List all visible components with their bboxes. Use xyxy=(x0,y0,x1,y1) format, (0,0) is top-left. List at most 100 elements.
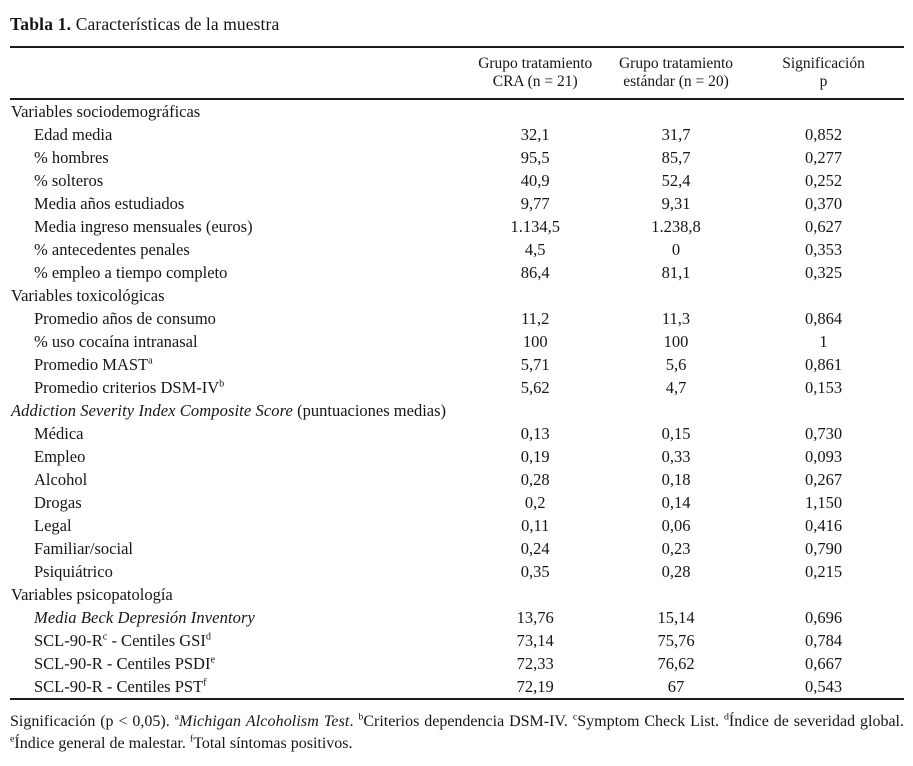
value-cra: 1.134,5 xyxy=(510,217,560,236)
value-cra: 4,5 xyxy=(524,240,546,259)
table-row: Médica 0,13 0,15 0,730 xyxy=(10,422,904,445)
row-label: SCL-90-R - Centiles PSTf xyxy=(34,677,207,696)
value-cra: 5,71 xyxy=(520,355,550,374)
row-label: Media ingreso mensuales (euros) xyxy=(34,217,253,236)
header-col-estandar: Grupo tratamiento estándar (n = 20) xyxy=(608,47,744,100)
row-label: Drogas xyxy=(34,493,82,512)
header-col-estandar-line1: Grupo tratamiento xyxy=(618,55,734,72)
table-row: % solteros 40,9 52,4 0,252 xyxy=(10,169,904,192)
header-row: Grupo tratamiento CRA (n = 21) Grupo tra… xyxy=(10,47,904,100)
value-cra: 95,5 xyxy=(520,148,550,167)
value-estandar: 81,1 xyxy=(661,263,691,282)
value-p: 0,215 xyxy=(804,562,843,581)
value-estandar: 0,28 xyxy=(661,562,691,581)
header-col-significacion-line1: Significación xyxy=(782,55,865,72)
table-row: Legal 0,11 0,06 0,416 xyxy=(10,514,904,537)
value-estandar: 4,7 xyxy=(665,378,687,397)
value-estandar: 67 xyxy=(667,677,685,696)
value-p: 0,864 xyxy=(804,309,843,328)
table-title-number: Tabla 1. xyxy=(10,14,72,34)
table-row: Edad media 32,1 31,7 0,852 xyxy=(10,123,904,146)
section-title: Addiction Severity Index Composite Score… xyxy=(11,401,447,420)
table-row: Empleo 0,19 0,33 0,093 xyxy=(10,445,904,468)
value-p: 0,730 xyxy=(804,424,843,443)
value-estandar: 100 xyxy=(663,332,689,351)
row-label: % uso cocaína intranasal xyxy=(34,332,198,351)
row-label: Alcohol xyxy=(34,470,88,489)
value-p: 0,153 xyxy=(804,378,843,397)
row-label: % empleo a tiempo completo xyxy=(34,263,228,282)
value-cra: 0,11 xyxy=(521,516,550,535)
value-estandar: 0,23 xyxy=(661,539,691,558)
section-row: Addiction Severity Index Composite Score… xyxy=(10,399,904,422)
value-p: 1,150 xyxy=(804,493,843,512)
row-label: Edad media xyxy=(34,125,113,144)
header-col-cra: Grupo tratamiento CRA (n = 21) xyxy=(461,47,609,100)
value-cra: 0,24 xyxy=(520,539,550,558)
value-cra: 0,13 xyxy=(520,424,550,443)
value-p: 0,543 xyxy=(804,677,843,696)
value-p: 0,325 xyxy=(804,263,843,282)
value-estandar: 0,33 xyxy=(661,447,691,466)
row-label: % antecedentes penales xyxy=(34,240,190,259)
value-cra: 0,19 xyxy=(520,447,550,466)
table-title-text: Características de la muestra xyxy=(75,14,280,34)
value-cra: 73,14 xyxy=(516,631,554,650)
table-row: Psiquiátrico 0,35 0,28 0,215 xyxy=(10,560,904,583)
table-row: SCL-90-R - Centiles PSDIe 72,33 76,62 0,667 xyxy=(10,652,904,675)
section-row: Variables toxicológicas xyxy=(10,284,904,307)
row-label: Médica xyxy=(34,424,84,443)
value-estandar: 0,15 xyxy=(661,424,691,443)
value-estandar: 15,14 xyxy=(657,608,695,627)
value-p: 0,252 xyxy=(804,171,843,190)
value-p: 0,790 xyxy=(804,539,843,558)
value-cra: 5,62 xyxy=(520,378,550,397)
value-cra: 9,77 xyxy=(520,194,550,213)
value-cra: 13,76 xyxy=(516,608,554,627)
row-label: Psiquiátrico xyxy=(34,562,113,581)
row-label: Empleo xyxy=(34,447,86,466)
value-estandar: 76,62 xyxy=(657,654,695,673)
value-cra: 72,19 xyxy=(516,677,554,696)
table-header: Grupo tratamiento CRA (n = 21) Grupo tra… xyxy=(10,47,904,100)
table-row: Promedio años de consumo 11,2 11,3 0,864 xyxy=(10,307,904,330)
value-p: 0,627 xyxy=(804,217,843,236)
value-estandar: 5,6 xyxy=(665,355,687,374)
row-label: % hombres xyxy=(34,148,109,167)
value-p: 0,784 xyxy=(804,631,843,650)
header-col-significacion: Significación p xyxy=(743,47,904,100)
value-estandar: 9,31 xyxy=(661,194,691,213)
value-estandar: 52,4 xyxy=(661,171,691,190)
table-row: SCL-90-R - Centiles PSTf 72,19 67 0,543 xyxy=(10,675,904,699)
row-label: Media Beck Depresión Inventory xyxy=(34,608,255,627)
value-estandar: 85,7 xyxy=(661,148,691,167)
value-p: 0,353 xyxy=(804,240,843,259)
header-col-cra-line2: CRA (n = 21) xyxy=(492,73,578,90)
row-label: SCL-90-R - Centiles PSDIe xyxy=(34,654,216,673)
value-p: 0,667 xyxy=(804,654,843,673)
header-empty-cell xyxy=(10,47,462,100)
value-estandar: 1.238,8 xyxy=(651,217,701,236)
section-title: Variables psicopatología xyxy=(11,585,173,604)
header-col-significacion-line2: p xyxy=(819,73,828,90)
value-p: 0,093 xyxy=(804,447,843,466)
value-estandar: 11,3 xyxy=(661,309,691,328)
table-row: % empleo a tiempo completo 86,4 81,1 0,325 xyxy=(10,261,904,284)
section-title: Variables sociodemográficas xyxy=(11,102,201,121)
value-cra: 32,1 xyxy=(520,125,550,144)
section-row: Variables psicopatología xyxy=(10,583,904,606)
value-estandar: 0 xyxy=(671,240,681,259)
value-cra: 0,35 xyxy=(520,562,550,581)
row-label: Media años estudiados xyxy=(34,194,185,213)
section-title: Variables toxicológicas xyxy=(11,286,165,305)
row-label: Familiar/social xyxy=(34,539,133,558)
row-label: SCL-90-Rc - Centiles GSId xyxy=(34,631,211,650)
value-cra: 11,2 xyxy=(521,309,550,328)
value-cra: 72,33 xyxy=(516,654,554,673)
table-row: SCL-90-Rc - Centiles GSId 73,14 75,76 0,784 xyxy=(10,629,904,652)
value-p: 0,416 xyxy=(804,516,843,535)
row-label: Promedio criterios DSM-IVb xyxy=(34,378,225,397)
table-row: Alcohol 0,28 0,18 0,267 xyxy=(10,468,904,491)
value-cra: 100 xyxy=(522,332,548,351)
table-body: Variables sociodemográficas Edad media 32,… xyxy=(10,99,904,699)
